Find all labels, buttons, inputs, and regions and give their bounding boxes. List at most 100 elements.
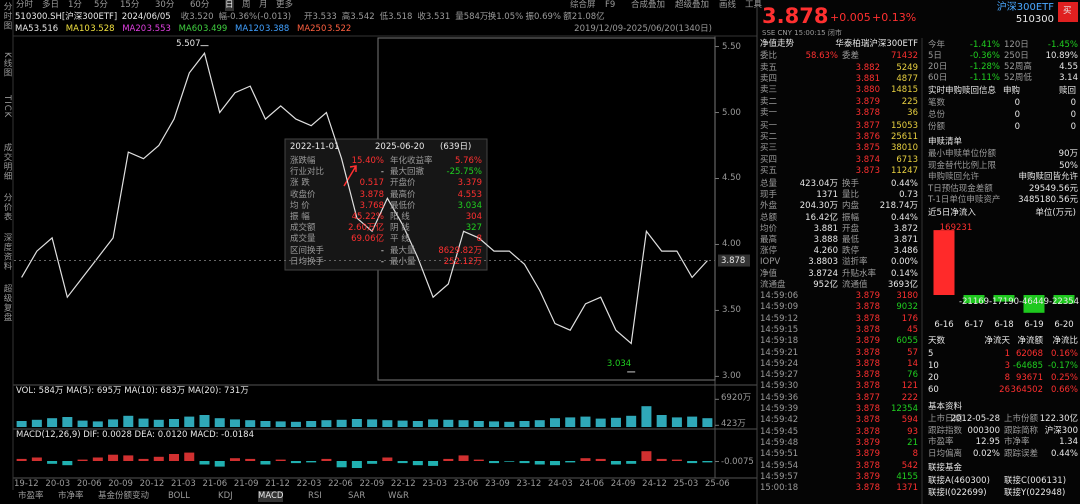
volume-bar — [397, 420, 408, 427]
macd-bar — [31, 457, 42, 461]
trade-time: 14:59:21 — [760, 347, 799, 358]
last-price: 3.878 — [762, 4, 829, 28]
trade-volume: 1371 — [896, 483, 918, 494]
x-tick-label: 24-06 — [579, 479, 605, 489]
stat-label: 总额 — [760, 212, 778, 223]
stat-value: 3.872 — [893, 223, 918, 234]
macd-bar — [656, 458, 667, 461]
volume-bar — [580, 416, 591, 427]
period-tab[interactable]: 1分 — [68, 0, 82, 10]
perf-label: 5日 — [928, 51, 942, 61]
popup-label: 阴 线 — [390, 223, 410, 234]
stat-value: 3.8803 — [808, 257, 838, 268]
tool-button[interactable]: F9 — [605, 0, 616, 10]
trade-price: 3.878 — [855, 347, 880, 358]
popup-value: 252.12万 — [443, 256, 482, 267]
book-label: 卖二 — [760, 96, 778, 107]
x-tick-label: 24-03 — [547, 479, 573, 489]
indicator-tab[interactable]: SAR — [348, 491, 366, 501]
stat-value: 204.30万 — [799, 201, 838, 212]
indicator-tab[interactable]: 基金份额变动 — [98, 491, 150, 501]
label: 跟踪误差 — [1004, 448, 1039, 459]
flow-label: -17190 — [988, 297, 1020, 307]
value: 000300 — [967, 425, 1000, 436]
macd-bar — [671, 459, 682, 461]
indicator-tab[interactable]: 市盈率 — [18, 491, 44, 501]
feeder-link[interactable]: 联接C(006131) — [1004, 476, 1067, 486]
label: 委差 — [842, 51, 860, 61]
macd-bar — [336, 461, 347, 468]
y-tick-label: 3.50 — [722, 305, 741, 316]
macd-bar — [610, 461, 621, 465]
macd-bar — [534, 461, 545, 465]
stat-label: 换手 — [842, 179, 860, 189]
last-price: 3.878 — [721, 255, 746, 266]
tool-button[interactable]: 综合屏 — [570, 0, 596, 10]
col-head: 申购 — [1002, 86, 1020, 96]
y-tick-label: 423万 — [721, 419, 746, 430]
tool-button[interactable]: 工具 — [745, 0, 763, 10]
indicator-tab[interactable]: BOLL — [168, 491, 190, 501]
label: 份额 — [928, 122, 946, 132]
trade-volume: 57 — [907, 347, 918, 358]
volume-bar — [31, 419, 42, 427]
x-tick-label: 23-12 — [516, 479, 542, 489]
buy-button[interactable] — [1058, 2, 1078, 22]
perf-value: -1.11% — [969, 73, 1000, 83]
volume-title: VOL: 584万 MA(5): 695万 MA(10): 683万 MA(20… — [16, 386, 249, 396]
tool-button[interactable]: 合成叠加 — [631, 0, 666, 10]
flow-category: 6-19 — [1024, 320, 1044, 330]
x-tick-label: 24-09 — [610, 479, 636, 489]
indicator-tab[interactable]: RSI — [308, 491, 322, 501]
flow-label: -22354 — [1048, 297, 1080, 307]
tool-button[interactable]: 超级叠加 — [675, 0, 710, 10]
trade-time: 14:59:45 — [760, 426, 799, 437]
volume-bar — [184, 416, 195, 427]
flow-cell: 20 — [928, 373, 939, 383]
value: 50% — [1059, 160, 1078, 171]
feeder-link[interactable]: 联接I(022699) — [928, 488, 987, 498]
feeder-link[interactable]: 联接A(460300) — [928, 476, 990, 486]
popup-value: 4.553 — [457, 189, 482, 200]
indicator-tab[interactable]: W&R — [388, 491, 409, 501]
flow-cell: 26 — [999, 385, 1010, 395]
x-tick-label: 22-06 — [328, 479, 353, 489]
period-tab[interactable]: 月 — [259, 0, 268, 10]
macd-bar — [412, 461, 423, 466]
tool-button[interactable]: 画线 — [719, 0, 737, 10]
trade-time: 14:59:36 — [760, 392, 799, 403]
flow-cell: 364502 — [1010, 385, 1043, 395]
popup-value: - — [380, 256, 384, 267]
volume-bar — [458, 420, 469, 427]
popup-days: (639日) — [440, 142, 472, 152]
period-tab[interactable]: 5分 — [94, 0, 108, 10]
period-tab[interactable]: 15分 — [120, 0, 140, 10]
popup-value: 69.06亿 — [351, 234, 384, 245]
indicator-tab[interactable]: KDJ — [218, 491, 233, 501]
period-tab[interactable]: 30分 — [155, 0, 175, 10]
flow-category: 6-18 — [994, 320, 1014, 330]
buy-label[interactable]: 买 — [1063, 6, 1072, 16]
trade-time: 14:59:09 — [760, 302, 799, 313]
trade-time: 14:59:39 — [760, 404, 799, 414]
period-tab[interactable]: 更多 — [276, 0, 294, 10]
value: 90万 — [1058, 149, 1078, 159]
period-tab[interactable]: 60分 — [190, 0, 210, 10]
period-tab[interactable]: 周 — [242, 0, 251, 10]
feeder-link[interactable]: 联接Y(022948) — [1004, 488, 1066, 498]
flow-label: -46449 — [1018, 297, 1050, 307]
book-volume: 5249 — [896, 63, 918, 73]
x-tick-label: 22-03 — [296, 479, 322, 489]
info-item: 高3.542 — [341, 12, 375, 22]
book-price: 3.878 — [855, 107, 880, 118]
flow-cell: 5 — [928, 349, 934, 359]
indicator-tab[interactable]: 市净率 — [58, 491, 84, 501]
col-head: 净流天 — [984, 336, 1010, 346]
volume-bar — [77, 420, 88, 427]
period-tab[interactable]: 分时 — [16, 0, 34, 10]
period-tab[interactable]: 多日 — [42, 0, 60, 10]
popup-value: - — [380, 167, 384, 178]
indicator-tab[interactable]: MACD — [258, 491, 284, 502]
period-tab[interactable]: 日 — [225, 0, 234, 11]
